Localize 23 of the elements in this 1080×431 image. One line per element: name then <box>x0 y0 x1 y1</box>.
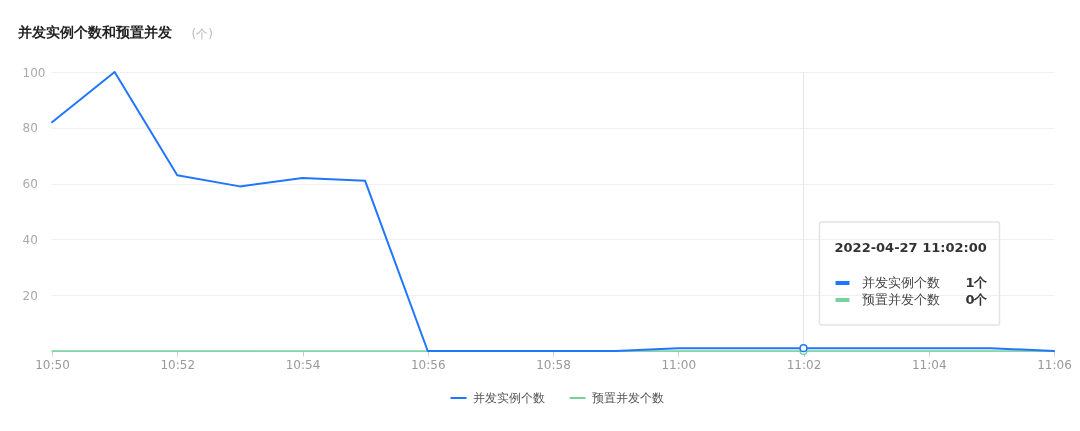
chart-title: 并发实例个数和预置并发 <box>17 24 172 40</box>
x-tick-label: 10:50 <box>35 357 70 372</box>
annotation: 0个 <box>965 292 989 307</box>
text: 预置并发个数 <box>861 292 940 307</box>
chart-subtitle: (个) <box>191 27 213 41</box>
annotation: 2022-04-27 11:02:00 <box>834 240 987 255</box>
x-tick-label: 11:00 <box>661 357 697 372</box>
y-tick-label: 40 <box>22 232 38 247</box>
y-tick-label: 100 <box>22 65 46 80</box>
text: 并发实例个数 <box>472 391 545 405</box>
x-tick-label: 11:04 <box>911 357 947 372</box>
x-tick-label: 11:06 <box>1037 357 1072 372</box>
y-tick-label: 20 <box>22 288 38 303</box>
x-tick-label: 10:52 <box>160 357 196 372</box>
annotation: 1个 <box>965 275 989 290</box>
y-tick-label: 80 <box>22 121 38 136</box>
x-tick-label: 10:56 <box>410 357 446 372</box>
legend-label: 并发实例个数 <box>861 275 940 290</box>
legend-label: 预置并发个数 <box>591 391 664 405</box>
x-tick-label: 10:58 <box>536 357 571 372</box>
x-tick-label: 10:54 <box>285 357 321 372</box>
x-tick-label: 11:02 <box>786 357 822 372</box>
y-tick-label: 60 <box>22 177 38 192</box>
